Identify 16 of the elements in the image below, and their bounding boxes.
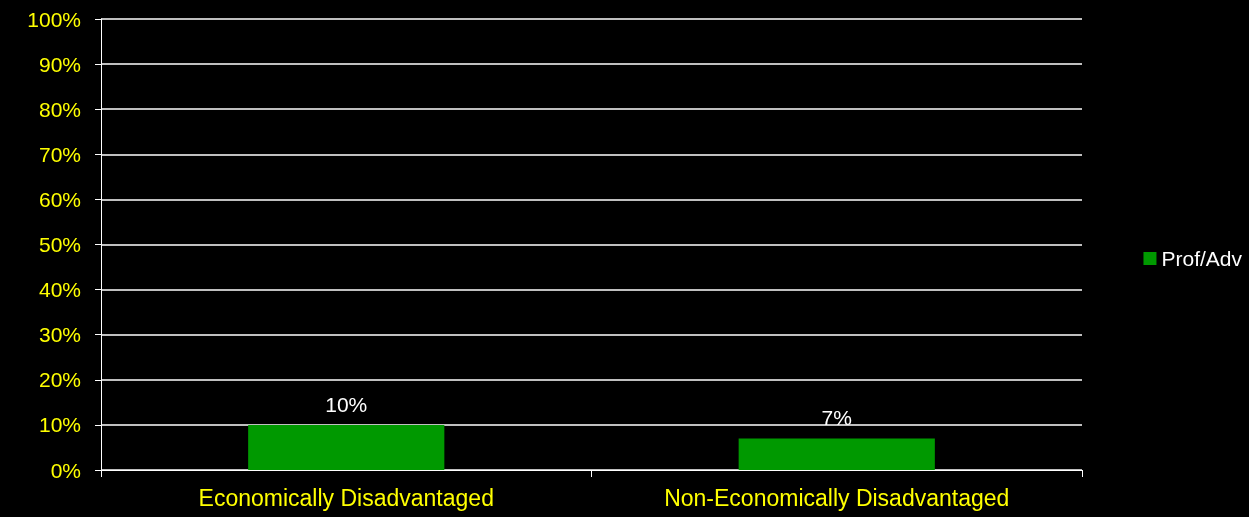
y-tick-label: 70% bbox=[38, 142, 81, 166]
x-tick-label: Economically Disadvantaged bbox=[198, 484, 494, 511]
y-tick-label: 50% bbox=[38, 233, 81, 256]
y-tick-label: 90% bbox=[38, 52, 81, 76]
y-tick-label: 100% bbox=[27, 7, 81, 31]
y-tick-label: 30% bbox=[38, 323, 81, 347]
data-label: 7% bbox=[821, 406, 852, 430]
y-tick-label: 20% bbox=[38, 368, 81, 392]
y-tick-label: 0% bbox=[50, 458, 81, 482]
y-tick-label: 60% bbox=[38, 187, 81, 211]
y-tick-label: 10% bbox=[38, 413, 81, 437]
legend-label: Prof/Adv bbox=[1161, 247, 1243, 270]
x-tick-label: Non-Economically Disadvantaged bbox=[664, 484, 1010, 511]
y-tick-label: 80% bbox=[38, 97, 81, 121]
y-tick-label: 40% bbox=[38, 278, 81, 302]
data-label: 10% bbox=[325, 392, 368, 416]
